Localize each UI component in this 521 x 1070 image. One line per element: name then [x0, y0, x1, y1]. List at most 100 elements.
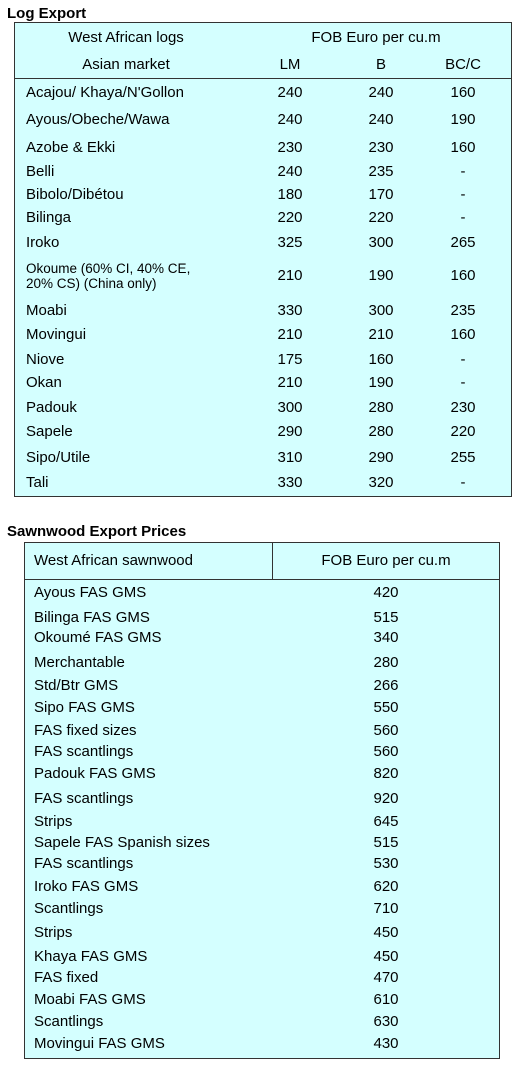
header-rule: [24, 579, 500, 580]
price: 560: [373, 722, 399, 739]
price: 220: [368, 209, 394, 226]
column-header: West African sawnwood: [34, 552, 193, 569]
price: 255: [450, 449, 476, 466]
price: 190: [368, 267, 394, 284]
price: 645: [373, 813, 399, 830]
column-header: BC/C: [445, 56, 481, 73]
price: 290: [277, 423, 303, 440]
row-label: Okan: [26, 374, 62, 391]
price: 266: [373, 677, 399, 694]
row-label: FAS scantlings: [34, 790, 134, 807]
row-label: Azobe & Ekki: [26, 139, 116, 156]
price: 515: [373, 609, 399, 626]
row-label: Okoume (60% CI, 40% CE, 20% CS) (China o…: [26, 261, 191, 291]
row-label: Iroko: [26, 234, 60, 251]
column-header: West African logs: [68, 29, 184, 46]
column-header: FOB Euro per cu.m: [321, 552, 451, 569]
price: 220: [277, 209, 303, 226]
price: 190: [368, 374, 394, 391]
price: 530: [373, 855, 399, 872]
column-header: Asian market: [82, 56, 170, 73]
row-label: Moabi: [26, 302, 67, 319]
price: 470: [373, 969, 399, 986]
row-label: Niove: [26, 351, 65, 368]
price: 280: [373, 654, 399, 671]
price: 160: [450, 139, 476, 156]
row-label: Ayous/Obeche/Wawa: [26, 111, 170, 128]
price: -: [460, 186, 466, 203]
price: 175: [277, 351, 303, 368]
row-label: Movingui: [26, 326, 87, 343]
price: 235: [368, 163, 394, 180]
row-label: Khaya FAS GMS: [34, 948, 148, 965]
price: -: [460, 351, 466, 368]
row-label: Padouk: [26, 399, 77, 416]
row-label: Padouk FAS GMS: [34, 765, 156, 782]
column-header: B: [375, 56, 387, 73]
price: 240: [277, 111, 303, 128]
log-export-title: Log Export: [7, 5, 87, 22]
price: 450: [373, 948, 399, 965]
row-label: Okoumé FAS GMS: [34, 629, 162, 646]
price: 160: [450, 84, 476, 101]
row-label: Scantlings: [34, 1013, 104, 1030]
row-label: Sipo/Utile: [26, 449, 91, 466]
row-label: Iroko FAS GMS: [34, 878, 139, 895]
price: -: [460, 374, 466, 391]
price: 280: [368, 423, 394, 440]
price: 620: [373, 878, 399, 895]
row-label: Strips: [34, 924, 73, 941]
price: 325: [277, 234, 303, 251]
price: 230: [450, 399, 476, 416]
price: 160: [450, 267, 476, 284]
row-label: Belli: [26, 163, 55, 180]
price: 240: [277, 84, 303, 101]
column-group-header: FOB Euro per cu.m: [311, 29, 441, 46]
price: 450: [373, 924, 399, 941]
price: 820: [373, 765, 399, 782]
price: 610: [373, 991, 399, 1008]
row-label: Sapele FAS Spanish sizes: [34, 834, 210, 851]
header-rule: [14, 78, 512, 79]
price: -: [460, 163, 466, 180]
row-label: Std/Btr GMS: [34, 677, 119, 694]
price: 210: [368, 326, 394, 343]
price: 710: [373, 900, 399, 917]
sawnwood-title: Sawnwood Export Prices: [7, 523, 187, 540]
price: 210: [277, 326, 303, 343]
price: -: [460, 209, 466, 226]
row-label: Tali: [26, 474, 49, 491]
price: 210: [277, 374, 303, 391]
price: -: [460, 474, 466, 491]
row-label: Bilinga: [26, 209, 72, 226]
price: 235: [450, 302, 476, 319]
price: 180: [277, 186, 303, 203]
sawnwood-table: [24, 542, 500, 1059]
price: 160: [450, 326, 476, 343]
row-label: FAS fixed sizes: [34, 722, 137, 739]
price: 240: [368, 84, 394, 101]
price: 160: [368, 351, 394, 368]
price: 320: [368, 474, 394, 491]
row-label: Movingui FAS GMS: [34, 1035, 165, 1052]
row-label: Sapele: [26, 423, 73, 440]
column-header: LM: [279, 56, 301, 73]
price: 290: [368, 449, 394, 466]
price: 515: [373, 834, 399, 851]
row-label: Ayous FAS GMS: [34, 584, 147, 601]
price: 430: [373, 1035, 399, 1052]
price: 280: [368, 399, 394, 416]
price: 300: [368, 234, 394, 251]
price: 220: [450, 423, 476, 440]
price: 230: [368, 139, 394, 156]
price: 310: [277, 449, 303, 466]
price: 920: [373, 790, 399, 807]
row-label: Acajou/ Khaya/N'Gollon: [26, 84, 184, 101]
price: 330: [277, 474, 303, 491]
price: 330: [277, 302, 303, 319]
row-label: FAS scantlings: [34, 855, 134, 872]
price: 190: [450, 111, 476, 128]
row-label: Bibolo/Dibétou: [26, 186, 124, 203]
row-label: Strips: [34, 813, 73, 830]
